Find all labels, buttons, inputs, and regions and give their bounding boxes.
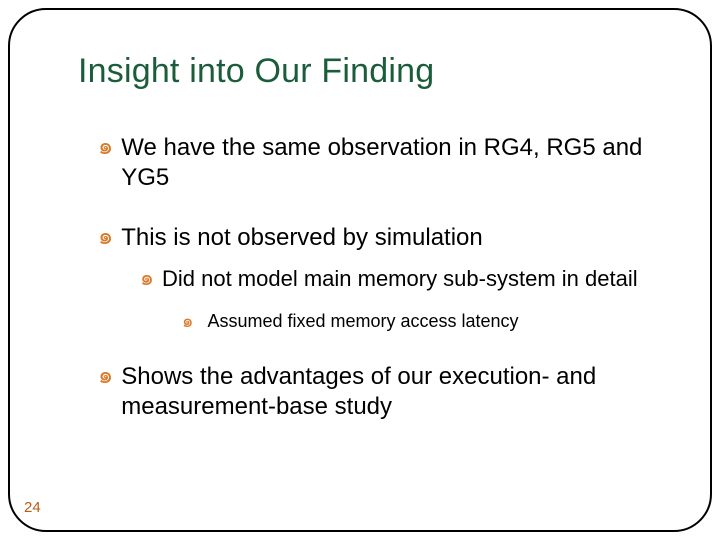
- slide: Insight into Our Finding ๑ We have the s…: [0, 0, 720, 540]
- bullet-glyph-icon: ๑: [98, 362, 113, 390]
- bullet-level1: ๑ This is not observed by simulation: [98, 223, 660, 253]
- bullet-glyph-icon: ๑: [98, 133, 113, 161]
- bullet-glyph-icon: ๑: [182, 310, 193, 332]
- bullet-level1: ๑ Shows the advantages of our execution-…: [98, 362, 660, 422]
- bullet-glyph-icon: ๑: [98, 223, 113, 251]
- bullet-level2: ๑ Did not model main memory sub-system i…: [140, 265, 660, 292]
- slide-content: Insight into Our Finding ๑ We have the s…: [78, 52, 660, 452]
- bullet-text: We have the same observation in RG4, RG5…: [121, 133, 660, 193]
- bullet-level3: ๑ Assumed fixed memory access latency: [182, 310, 660, 332]
- bullet-text: Did not model main memory sub-system in …: [162, 265, 638, 292]
- bullet-text: Shows the advantages of our execution- a…: [121, 362, 660, 422]
- bullet-text: Assumed fixed memory access latency: [207, 310, 518, 332]
- bullet-level1: ๑ We have the same observation in RG4, R…: [98, 133, 660, 193]
- slide-title: Insight into Our Finding: [78, 52, 660, 91]
- page-number: 24: [24, 499, 41, 516]
- bullet-glyph-icon: ๑: [140, 265, 154, 291]
- bullet-text: This is not observed by simulation: [121, 223, 483, 253]
